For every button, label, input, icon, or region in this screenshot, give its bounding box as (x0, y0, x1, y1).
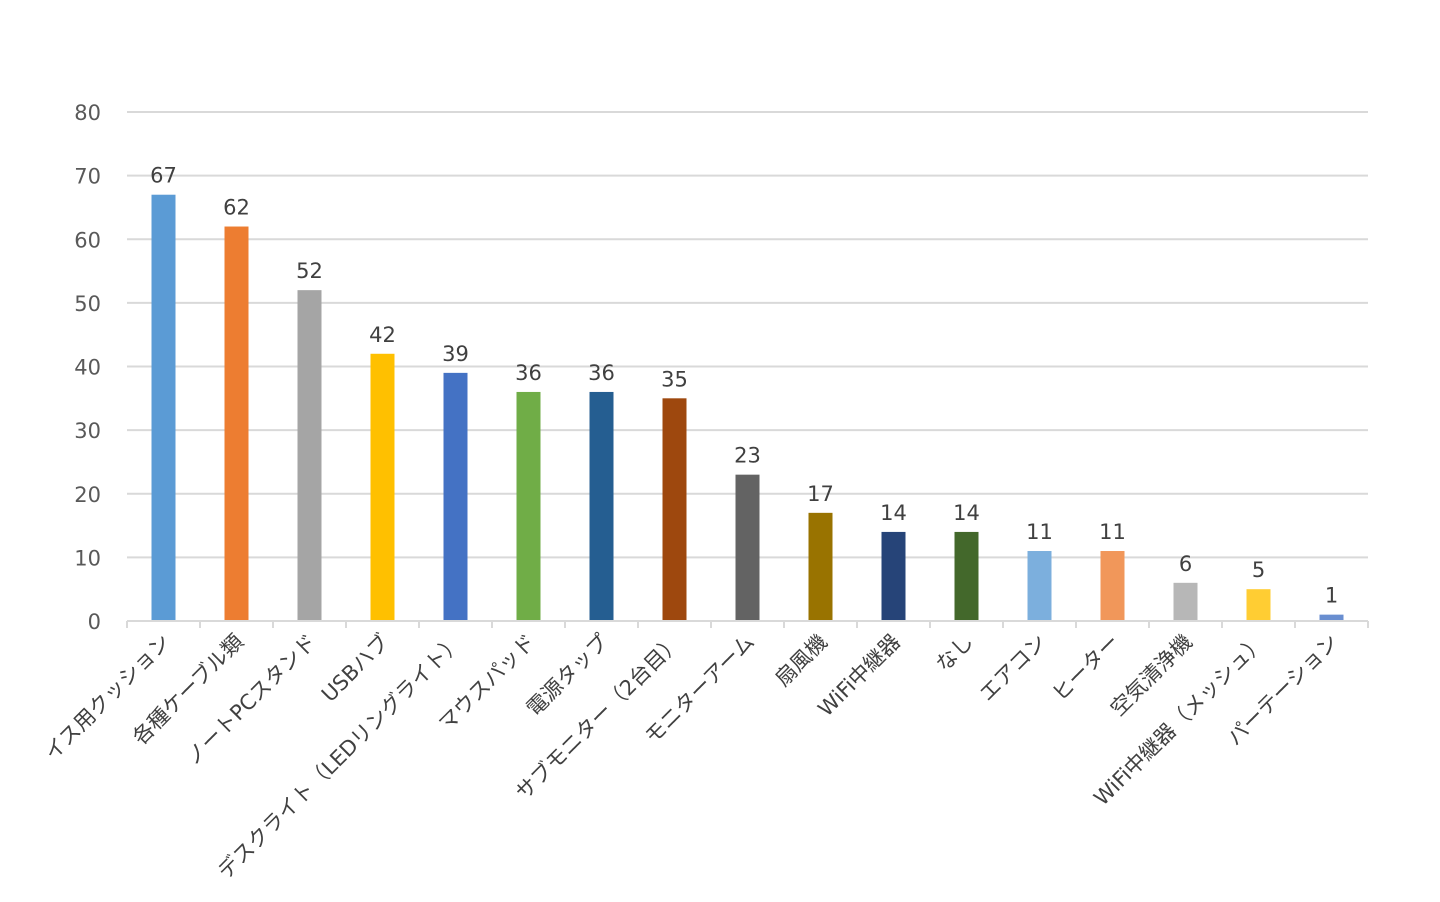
bars (151, 194, 1344, 621)
data-label: 14 (880, 501, 907, 525)
y-tick-label: 0 (88, 610, 101, 634)
data-label: 14 (953, 501, 980, 525)
x-tick-label: イス用クッション (40, 630, 175, 765)
bar (1173, 582, 1198, 621)
bar (443, 372, 468, 621)
x-tick-label: なし (931, 630, 978, 677)
data-label: 5 (1252, 558, 1265, 582)
x-tick-label: ヒーター (1048, 630, 1124, 706)
y-tick-label: 10 (74, 546, 101, 570)
bar (516, 391, 541, 621)
data-label: 35 (661, 367, 688, 391)
y-tick-label: 80 (74, 101, 101, 125)
gridlines (127, 111, 1368, 559)
data-label: 62 (223, 196, 250, 220)
bar (1319, 614, 1344, 621)
data-label: 11 (1099, 520, 1126, 544)
data-label: 6 (1179, 552, 1192, 576)
bar (662, 398, 687, 621)
bar (297, 290, 322, 621)
bar (808, 512, 833, 621)
bar (224, 226, 249, 621)
bar (151, 194, 176, 621)
y-axis: 0 10 20 30 40 50 60 70 80 (74, 101, 101, 634)
y-tick-label: 60 (74, 228, 101, 252)
data-label: 42 (369, 323, 396, 347)
bar (881, 531, 906, 621)
data-label: 1 (1325, 584, 1338, 608)
data-label: 23 (734, 444, 761, 468)
x-axis: イス用クッション各種ケーブル類ノートPCスタンドUSBハブデスクライト（LEDリ… (40, 620, 1369, 884)
bar (1246, 589, 1271, 621)
data-label: 11 (1026, 520, 1053, 544)
data-label: 39 (442, 342, 469, 366)
bar (589, 391, 614, 621)
y-tick-label: 70 (74, 165, 101, 189)
data-label: 67 (150, 164, 177, 188)
bar (735, 474, 760, 621)
bar (1027, 551, 1052, 621)
bar (1100, 551, 1125, 621)
bar (954, 531, 979, 621)
y-tick-label: 20 (74, 483, 101, 507)
data-label: 52 (296, 259, 323, 283)
x-tick-label: エアコン (975, 630, 1051, 706)
x-tick-label: USBハブ (317, 630, 394, 707)
y-tick-label: 50 (74, 292, 101, 316)
x-tick-label: 扇風機 (771, 630, 833, 692)
y-tick-label: 40 (74, 356, 101, 380)
data-label: 17 (807, 482, 834, 506)
bar (370, 353, 395, 621)
y-tick-label: 30 (74, 419, 101, 443)
x-tick-label: ノートPCスタンド (181, 630, 321, 770)
data-label: 36 (588, 361, 615, 385)
data-label: 36 (515, 361, 542, 385)
data-labels: 67 62 52 42 39 36 36 35 23 17 14 14 11 11 6 5 1 (150, 164, 1338, 608)
